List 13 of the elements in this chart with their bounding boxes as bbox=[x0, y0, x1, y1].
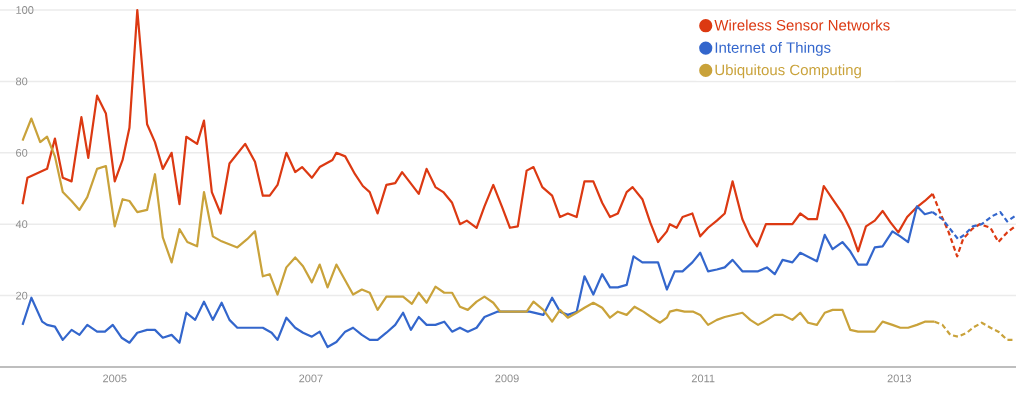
y-tick-label: 60 bbox=[16, 148, 28, 157]
x-tick-label: 2009 bbox=[495, 374, 519, 383]
y-tick-label: 40 bbox=[15, 220, 28, 229]
x-tick-label: 2005 bbox=[103, 374, 127, 383]
x-tick-label: 2013 bbox=[887, 374, 912, 383]
legend-label: Wireless Sensor Networks bbox=[714, 19, 890, 31]
legend-label: Internet of Things bbox=[715, 41, 831, 56]
y-tick-label: 100 bbox=[16, 6, 34, 14]
y-tick-label: 20 bbox=[16, 291, 28, 300]
x-tick-label: 2007 bbox=[299, 374, 323, 383]
y-tick-label: 80 bbox=[16, 77, 28, 86]
legend-label: Ubiquitous Computing bbox=[715, 64, 861, 79]
x-tick-label: 2011 bbox=[691, 374, 715, 383]
